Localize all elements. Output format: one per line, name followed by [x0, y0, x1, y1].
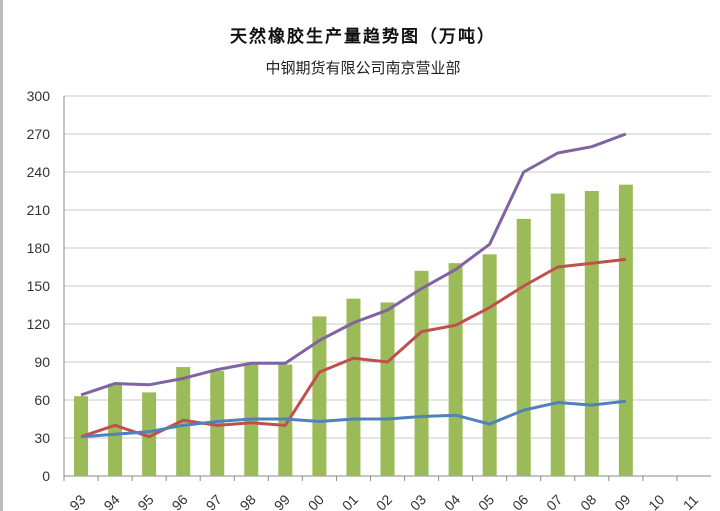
y-tick-label: 0 [42, 468, 50, 484]
x-tick-label: 01 [339, 491, 361, 511]
x-tick-label: 00 [305, 491, 327, 511]
y-tick-label: 210 [27, 202, 51, 218]
y-tick-label: 180 [27, 240, 51, 256]
chart-title: 天然橡胶生产量趋势图（万吨） [230, 27, 496, 47]
x-tick-label: 96 [168, 491, 190, 511]
x-tick-label: 97 [203, 491, 225, 511]
x-tick-label: 05 [475, 491, 497, 511]
bar [516, 218, 531, 476]
y-tick-label: 300 [27, 88, 51, 104]
y-tick-label: 240 [27, 164, 51, 180]
y-tick-label: 120 [27, 316, 51, 332]
x-tick-label: 99 [271, 491, 293, 511]
x-tick-label: 04 [441, 491, 463, 511]
bar [380, 302, 395, 476]
x-tick-label: 98 [237, 491, 259, 511]
x-tick-label: 94 [100, 491, 122, 511]
x-tick-label: 93 [66, 491, 88, 511]
bar [210, 370, 225, 476]
y-tick-label: 90 [34, 354, 50, 370]
x-tick-label: 08 [577, 491, 599, 511]
bar [312, 316, 327, 476]
bar [550, 193, 565, 477]
x-tick-label: 06 [509, 491, 531, 511]
bar [414, 270, 429, 476]
bar [142, 392, 157, 476]
x-tick-label: 95 [134, 491, 156, 511]
x-tick-label: 09 [611, 491, 633, 511]
bar [108, 383, 123, 476]
x-tick-label: 07 [543, 491, 565, 511]
x-tick-label: 03 [407, 491, 429, 511]
chart-subtitle: 中钢期货有限公司南京营业部 [265, 59, 461, 77]
series-line [80, 132, 627, 397]
y-tick-label: 30 [34, 430, 50, 446]
y-tick-label: 60 [34, 392, 50, 408]
x-tick-label: 11 [680, 492, 702, 511]
y-tick-label: 150 [27, 278, 51, 294]
bar [584, 191, 599, 476]
bar [346, 298, 361, 476]
bar [482, 254, 497, 476]
y-tick-label: 270 [27, 126, 51, 142]
series-line [80, 399, 627, 439]
bar [448, 263, 463, 476]
series-line [80, 257, 627, 439]
bar [618, 184, 633, 476]
x-tick-label: 10 [645, 491, 667, 511]
x-tick-label: 02 [373, 491, 395, 511]
